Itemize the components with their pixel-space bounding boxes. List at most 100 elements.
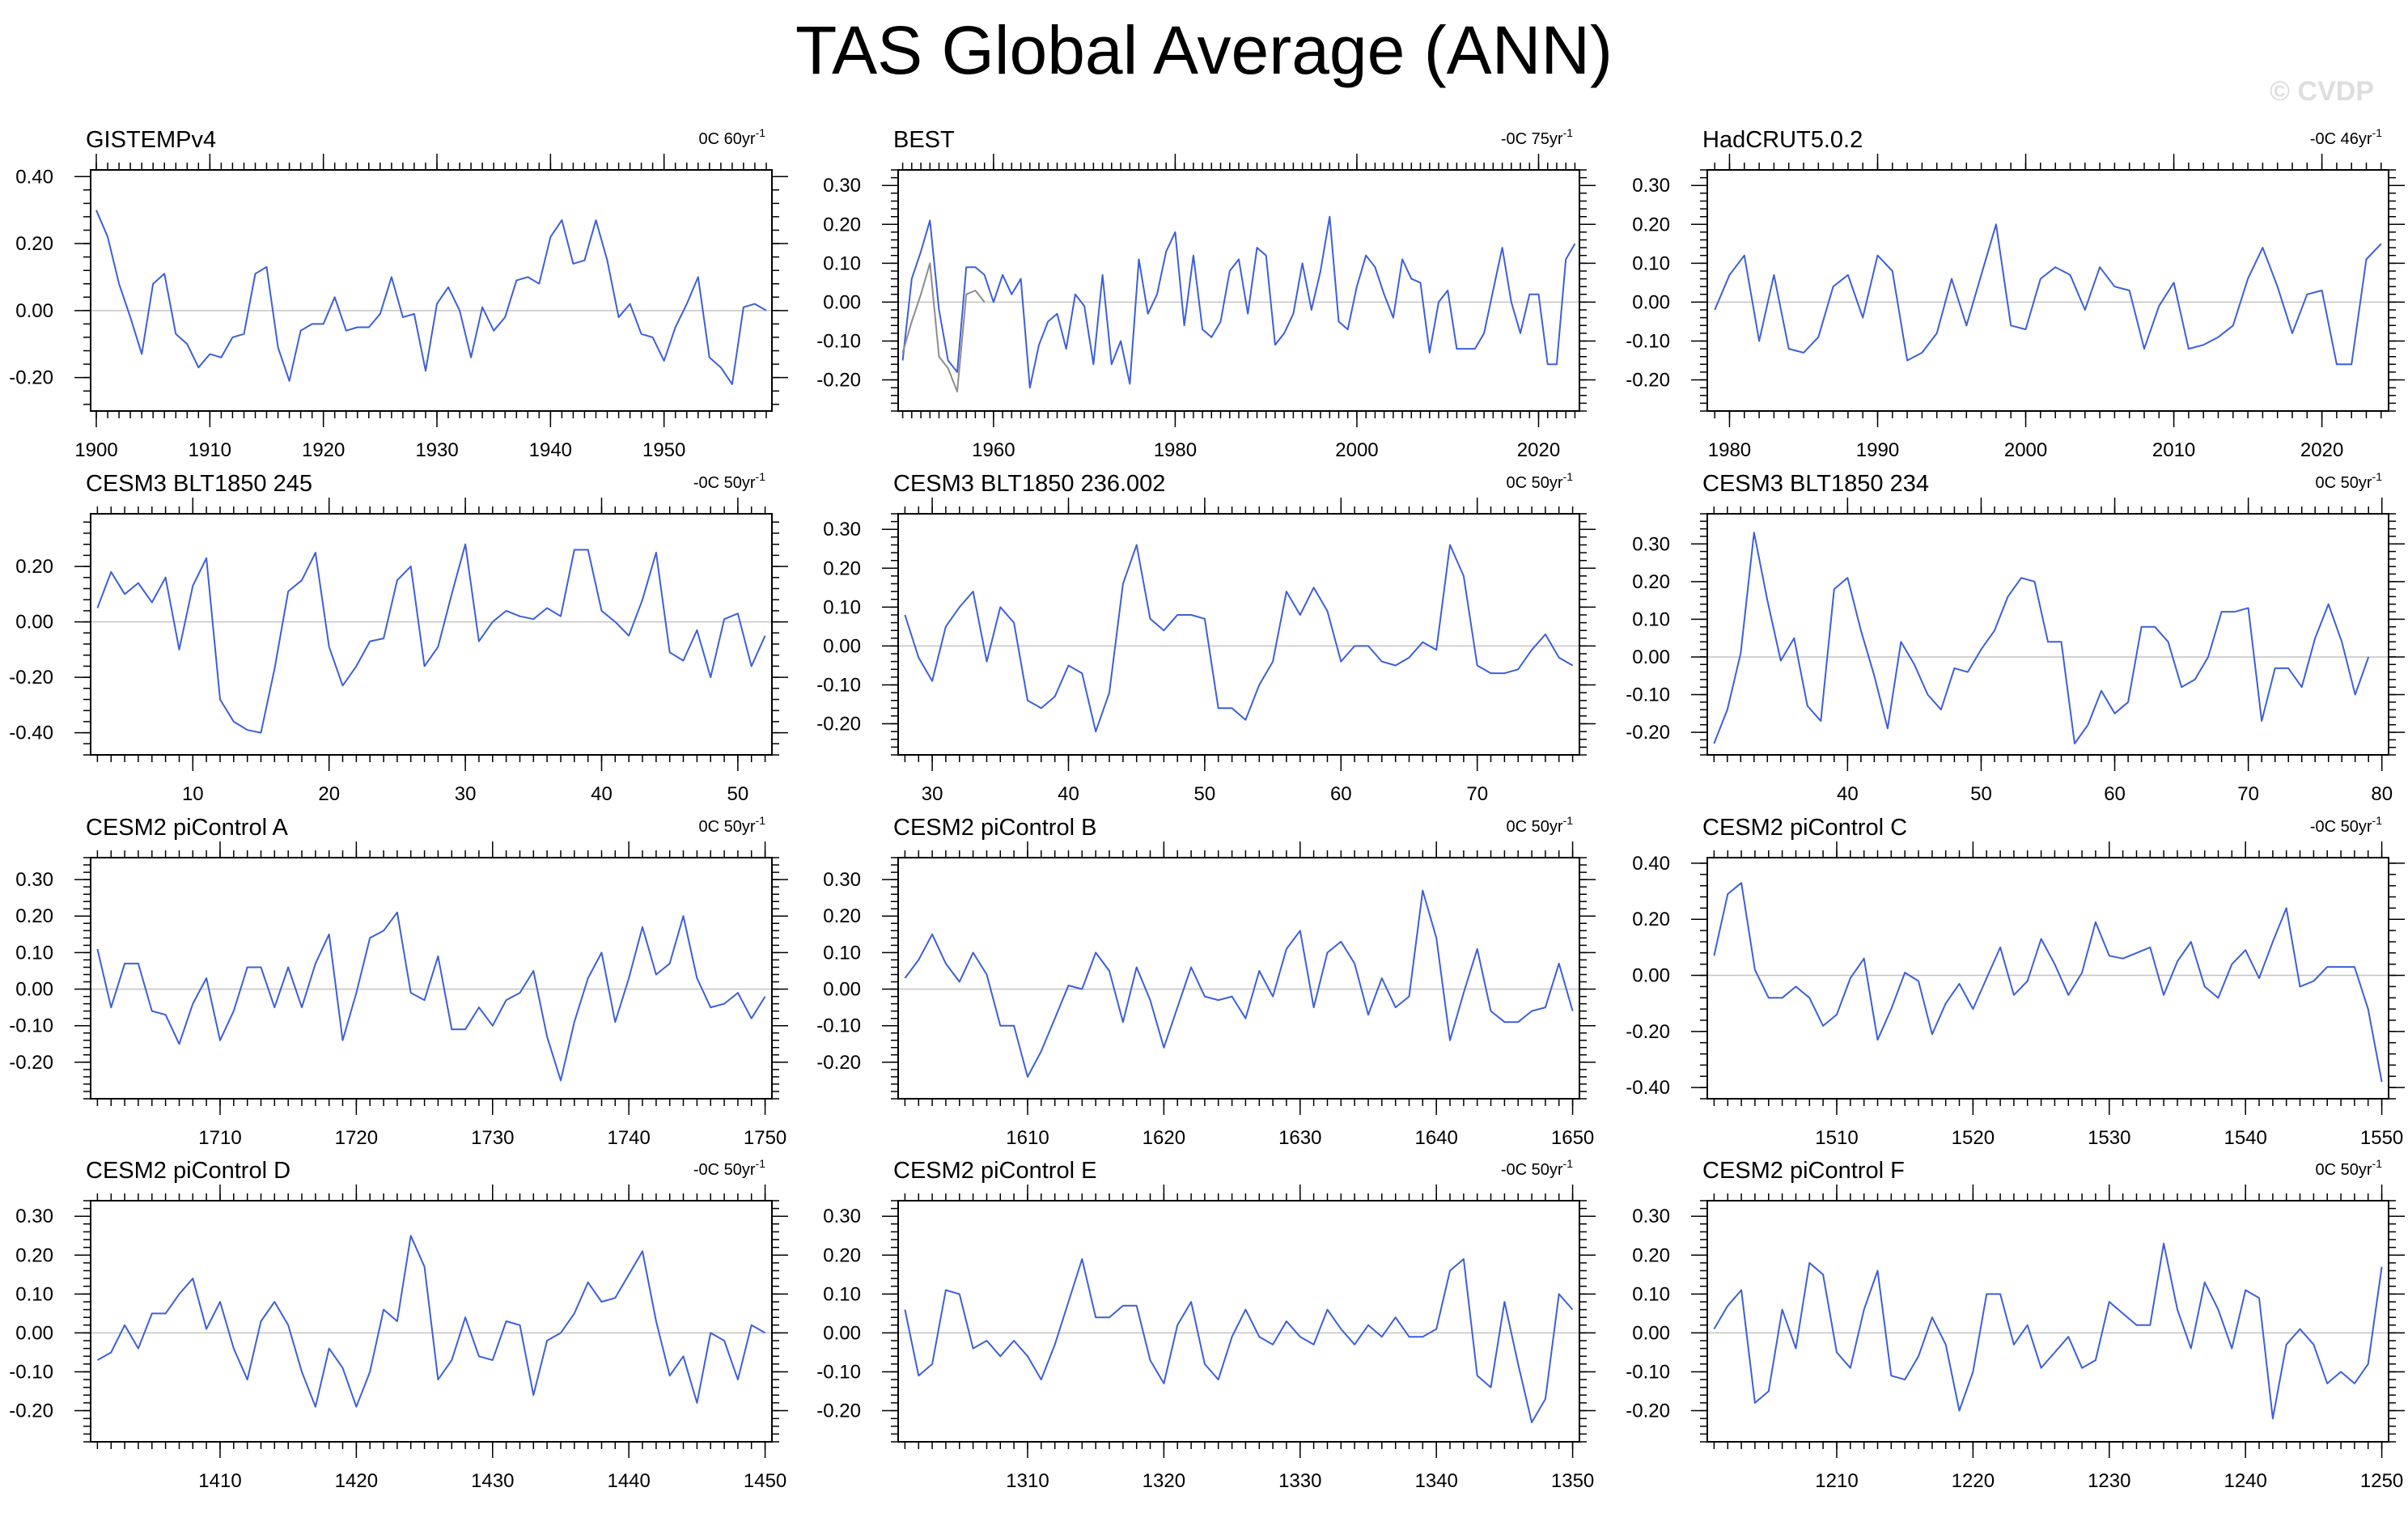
x-tick-label: 1450 [744, 1470, 786, 1492]
y-tick-label: 0.00 [1632, 291, 1670, 313]
y-tick-label: 0.10 [15, 942, 53, 964]
x-tick-label: 1950 [642, 439, 685, 461]
chart-panel: 40 50 60 70 80 -0.20 -0.10 0.00 0.10 0.20 0.30 CESM… [1626, 470, 2405, 805]
y-tick-label: 0.20 [823, 905, 861, 927]
secondary-series-line [901, 262, 986, 392]
x-tick-label: 1250 [2360, 1470, 2403, 1492]
y-tick-label: 0.30 [823, 869, 861, 891]
plot-frame [897, 513, 1580, 756]
y-tick-label: 0.20 [15, 1244, 53, 1266]
x-tick-label: 2020 [1517, 439, 1560, 461]
chart-panel: 30 40 50 60 70 -0.20 -0.10 0.00 0.10 0.20 0.30 CESM… [816, 470, 1596, 805]
y-tick-label: 0.00 [823, 635, 861, 657]
panel-title: HadCRUT5.0.2 [1702, 127, 1863, 153]
y-tick-label: 0.30 [823, 519, 861, 540]
x-minor-ticks [1714, 163, 2382, 418]
plot-frame [90, 169, 773, 412]
y-tick-label: 0.20 [823, 1244, 861, 1266]
x-tick-label: 20 [318, 783, 340, 805]
x-tick-label: 1540 [2224, 1127, 2266, 1149]
chart-panel: 1960 1980 2000 2020 -0.20 -0.10 0.00 0.10 0.20 0.… [816, 126, 1596, 461]
y-tick-label: 0.10 [823, 596, 861, 618]
chart-panel: 1980 1990 2000 2010 2020 -0.20 -0.10 0.00 0.10 0.… [1626, 126, 2405, 461]
x-tick-label: 50 [1194, 783, 1216, 805]
y-tick-label: -0.10 [1626, 1361, 1670, 1383]
x-minor-ticks [96, 850, 766, 1106]
y-tick-label: -0.20 [9, 667, 53, 689]
y-tick-label: -0.20 [816, 714, 861, 735]
plot-frame [1706, 857, 2389, 1100]
trend-label: 0C 50yr-1 [2316, 470, 2383, 492]
y-tick-label: 0.40 [15, 166, 53, 188]
panel-title: GISTEMPv4 [86, 127, 216, 153]
y-minor-ticks [1700, 862, 2396, 1100]
x-tick-label: 70 [1466, 783, 1488, 805]
x-tick-label: 1340 [1414, 1470, 1457, 1492]
x-minor-ticks [1713, 506, 2383, 762]
panel-title: CESM2 piControl B [893, 815, 1096, 841]
x-tick-label: 1650 [1551, 1127, 1594, 1149]
panel-title: BEST [893, 127, 955, 153]
y-tick-label: 0.20 [15, 556, 53, 578]
trend-label: -0C 75yr-1 [1501, 126, 1573, 148]
y-tick-label: 0.00 [823, 291, 861, 313]
x-tick-label: 1730 [471, 1127, 514, 1149]
y-tick-label: -0.20 [9, 1401, 53, 1422]
y-tick-label: -0.40 [9, 723, 53, 744]
y-tick-label: -0.40 [1626, 1077, 1670, 1099]
x-tick-label: 1410 [198, 1470, 241, 1492]
x-tick-label: 30 [922, 783, 943, 805]
y-tick-label: 0.10 [1632, 1283, 1670, 1305]
y-tick-label: 0.30 [1632, 175, 1670, 197]
y-tick-label: 0.20 [15, 905, 53, 927]
y-tick-label: -0.20 [9, 1052, 53, 1074]
y-tick-label: -0.20 [9, 367, 53, 389]
plot-frame [897, 857, 1580, 1100]
y-tick-label: 0.00 [15, 612, 53, 634]
x-tick-label: 50 [1970, 783, 1992, 805]
chart-panel: 1210 1220 1230 1240 1250 -0.20 -0.10 0.00 0.10 0.… [1626, 1157, 2405, 1492]
x-tick-label: 40 [1058, 783, 1079, 805]
panel-title: CESM3 BLT1850 236.002 [893, 471, 1165, 497]
y-tick-label: 0.10 [1632, 252, 1670, 274]
chart-panel: 1510 1520 1530 1540 1550 -0.40 -0.20 0.00 0.20 0.… [1626, 814, 2405, 1149]
figure-title: TAS Global Average (ANN) [795, 12, 1613, 88]
y-tick-label: 0.00 [15, 300, 53, 322]
series-line [901, 215, 1576, 389]
y-tick-label: 0.00 [1632, 646, 1670, 668]
panel-title: CESM2 piControl E [893, 1158, 1096, 1184]
trend-label: -0C 50yr-1 [693, 1157, 765, 1179]
x-tick-label: 10 [182, 783, 204, 805]
x-tick-label: 1350 [1551, 1470, 1594, 1492]
trend-label: 0C 50yr-1 [1507, 814, 1574, 836]
plot-frame [1706, 513, 2389, 756]
x-tick-label: 1420 [335, 1470, 378, 1492]
x-minor-ticks [904, 850, 1574, 1106]
y-tick-label: -0.20 [1626, 370, 1670, 392]
x-tick-label: 60 [1330, 783, 1352, 805]
panel-title: CESM2 piControl A [86, 815, 288, 841]
chart-panel: 1410 1420 1430 1440 1450 -0.20 -0.10 0.00 0.10 0.… [9, 1157, 788, 1492]
trend-label: -0C 50yr-1 [2310, 814, 2382, 836]
y-tick-label: 0.10 [1632, 608, 1670, 630]
plot-frame [897, 169, 1580, 412]
y-tick-label: 0.00 [15, 1322, 53, 1344]
x-minor-ticks [1713, 850, 2383, 1106]
series-line [904, 1258, 1574, 1423]
x-tick-label: 1520 [1952, 1127, 1995, 1149]
y-minor-ticks [891, 513, 1587, 756]
x-tick-label: 1720 [335, 1127, 378, 1149]
x-tick-label: 1920 [302, 439, 345, 461]
x-minor-ticks [96, 506, 766, 762]
y-tick-label: 0.20 [1632, 1244, 1670, 1266]
y-tick-label: 0.00 [823, 979, 861, 1001]
x-minor-ticks [901, 163, 1576, 418]
y-tick-label: 0.00 [15, 979, 53, 1001]
x-tick-label: 40 [591, 783, 613, 805]
y-tick-label: -0.10 [816, 674, 861, 696]
x-tick-label: 70 [2237, 783, 2259, 805]
y-minor-ticks [83, 176, 779, 405]
series-line [96, 543, 766, 734]
trend-label: 0C 50yr-1 [699, 814, 766, 836]
